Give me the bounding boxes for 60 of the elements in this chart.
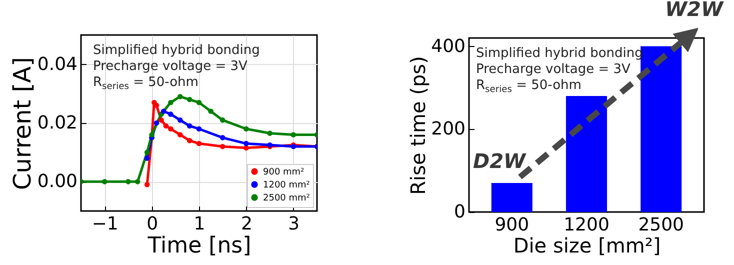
point	[134, 179, 140, 184]
point	[220, 135, 226, 140]
annotation: Precharge voltage = 3V	[476, 62, 631, 77]
point	[244, 145, 249, 151]
y-tick-label: 0.00	[37, 171, 78, 192]
legend-label: 1200 mm²	[263, 180, 310, 190]
point	[168, 112, 174, 117]
point	[177, 132, 183, 138]
point	[158, 117, 164, 123]
point	[244, 126, 249, 132]
point	[168, 100, 174, 106]
point	[196, 126, 202, 132]
point	[290, 132, 296, 138]
x-tick-label: 3	[288, 214, 300, 234]
x-tick-label: 0	[146, 214, 158, 234]
text: W2W	[665, 0, 724, 21]
point	[267, 130, 272, 136]
legend-label: 2500 mm²	[263, 194, 310, 204]
point	[220, 117, 226, 123]
x-tick-label: −1	[92, 214, 118, 234]
point	[186, 96, 192, 102]
x-tick-label: 2	[240, 214, 252, 234]
x-tick-label: 900	[494, 214, 530, 236]
point	[168, 126, 174, 132]
x-tick-label: 1200	[564, 214, 610, 236]
point	[154, 120, 160, 126]
bar	[640, 46, 682, 212]
point	[177, 94, 183, 100]
point	[186, 138, 192, 144]
point	[144, 150, 150, 155]
point	[220, 144, 226, 150]
legend-label: 900 mm²	[263, 168, 305, 178]
x-axis-title: Time [ns]	[146, 234, 252, 258]
annotation: Precharge voltage = 3V	[93, 59, 248, 74]
annotation: D2W	[473, 149, 527, 173]
y-tick-label: 400	[431, 36, 466, 57]
x-axis-title: Die size [mm²]	[513, 234, 661, 258]
point	[208, 108, 214, 114]
point	[163, 123, 169, 129]
y-axis-title: Current [A]	[8, 57, 36, 190]
point	[196, 140, 202, 146]
y-axis-title: Rise time (ps)	[406, 56, 430, 195]
point	[244, 140, 249, 146]
bar	[491, 183, 532, 212]
y-tick-label: 0.04	[37, 54, 78, 75]
x-tick-label: 1	[194, 214, 206, 234]
y-tick-label: 200	[431, 118, 466, 140]
point	[177, 117, 183, 123]
point	[144, 182, 150, 188]
point	[126, 179, 131, 184]
bar	[566, 96, 608, 212]
point	[196, 100, 202, 106]
annotation: Simplified hybrid bonding	[93, 43, 260, 58]
point	[160, 108, 166, 114]
point	[149, 132, 154, 138]
x-tick-label: 2500	[638, 214, 684, 236]
point	[102, 179, 108, 184]
point	[144, 156, 150, 161]
y-tick-label: 0.02	[37, 112, 78, 134]
point	[186, 123, 192, 129]
